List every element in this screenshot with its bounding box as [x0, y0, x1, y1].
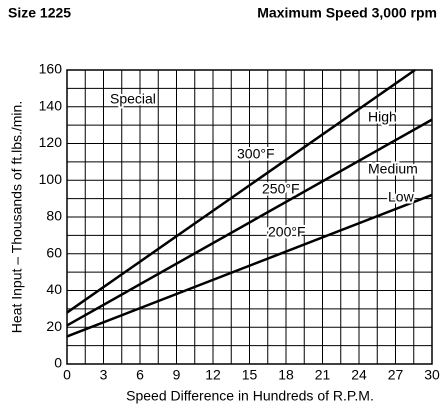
x-tick-label: 21	[315, 367, 331, 383]
x-tick-label: 12	[205, 367, 221, 383]
region-label: High	[368, 109, 397, 125]
x-tick-label: 0	[63, 367, 71, 383]
y-tick-label: 120	[39, 134, 63, 150]
line-label: 200°F	[268, 224, 306, 240]
region-label: Medium	[368, 161, 418, 177]
y-tick-label: 80	[46, 208, 62, 224]
line	[66, 193, 433, 338]
x-tick-label: 24	[351, 367, 367, 383]
y-axis-label: Heat Input – Thousands of ft.lbs./min.	[9, 101, 25, 333]
region-label: Low	[388, 189, 415, 205]
y-tick-label: 100	[39, 171, 63, 187]
x-tick-label: 3	[100, 367, 108, 383]
y-tick-label: 60	[46, 244, 62, 260]
x-tick-label: 18	[278, 367, 294, 383]
x-tick-label: 27	[388, 367, 404, 383]
y-tick-label: 140	[39, 97, 63, 113]
y-tick-label: 20	[46, 318, 62, 334]
line	[66, 118, 433, 327]
x-tick-label: 9	[173, 367, 181, 383]
region-label: Special	[110, 91, 156, 107]
line-label: 300°F	[237, 146, 275, 162]
line-label: 250°F	[262, 181, 300, 197]
line	[66, 68, 416, 314]
x-tick-label: 30	[424, 367, 440, 383]
y-tick-label: 160	[39, 61, 63, 77]
header-left: Size 1225	[8, 5, 71, 21]
y-tick-label: 0	[54, 355, 62, 371]
x-axis-label: Speed Difference in Hundreds of R.P.M.	[126, 388, 374, 404]
y-tick-label: 40	[46, 281, 62, 297]
x-tick-label: 15	[242, 367, 258, 383]
header-right: Maximum Speed 3,000 rpm	[257, 5, 437, 21]
plot-frame	[66, 69, 433, 365]
x-tick-label: 6	[136, 367, 144, 383]
